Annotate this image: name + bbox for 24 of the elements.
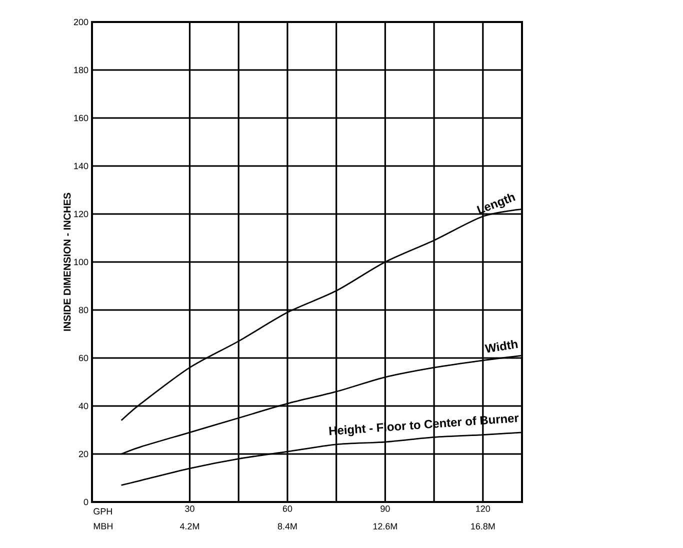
- x2-tick-label: 4.2M: [180, 523, 199, 530]
- y-tick-label: 160: [74, 114, 88, 122]
- y-axis-title: INSIDE DIMENSION - INCHES: [64, 192, 71, 331]
- y-tick-label: 40: [78, 402, 88, 410]
- x-axis-title: GPH: [94, 508, 112, 515]
- text: Length: [476, 194, 516, 214]
- x-tick-label: 120: [476, 506, 490, 512]
- text: Width: [484, 340, 518, 353]
- x2-tick-label: 16.8M: [471, 523, 495, 530]
- x-tick-label: 90: [380, 506, 390, 512]
- y-tick-label: 60: [78, 354, 88, 362]
- y-tick-label: 80: [78, 306, 88, 314]
- y-tick-label: 100: [74, 258, 88, 266]
- x-tick-label: 60: [282, 506, 292, 512]
- y-tick-label: 120: [74, 210, 88, 218]
- x2-axis-title: MBH: [94, 523, 112, 530]
- y-tick-label: 180: [74, 66, 88, 74]
- y-tick-label: 140: [74, 162, 88, 170]
- y-tick-label: 20: [78, 450, 88, 458]
- x2-tick-label: 8.4M: [278, 523, 297, 530]
- x2-tick-label: 12.6M: [373, 523, 397, 530]
- y-tick-label: 200: [74, 18, 88, 26]
- y-tick-label: 0: [84, 498, 88, 506]
- x-tick-label: 30: [185, 506, 194, 512]
